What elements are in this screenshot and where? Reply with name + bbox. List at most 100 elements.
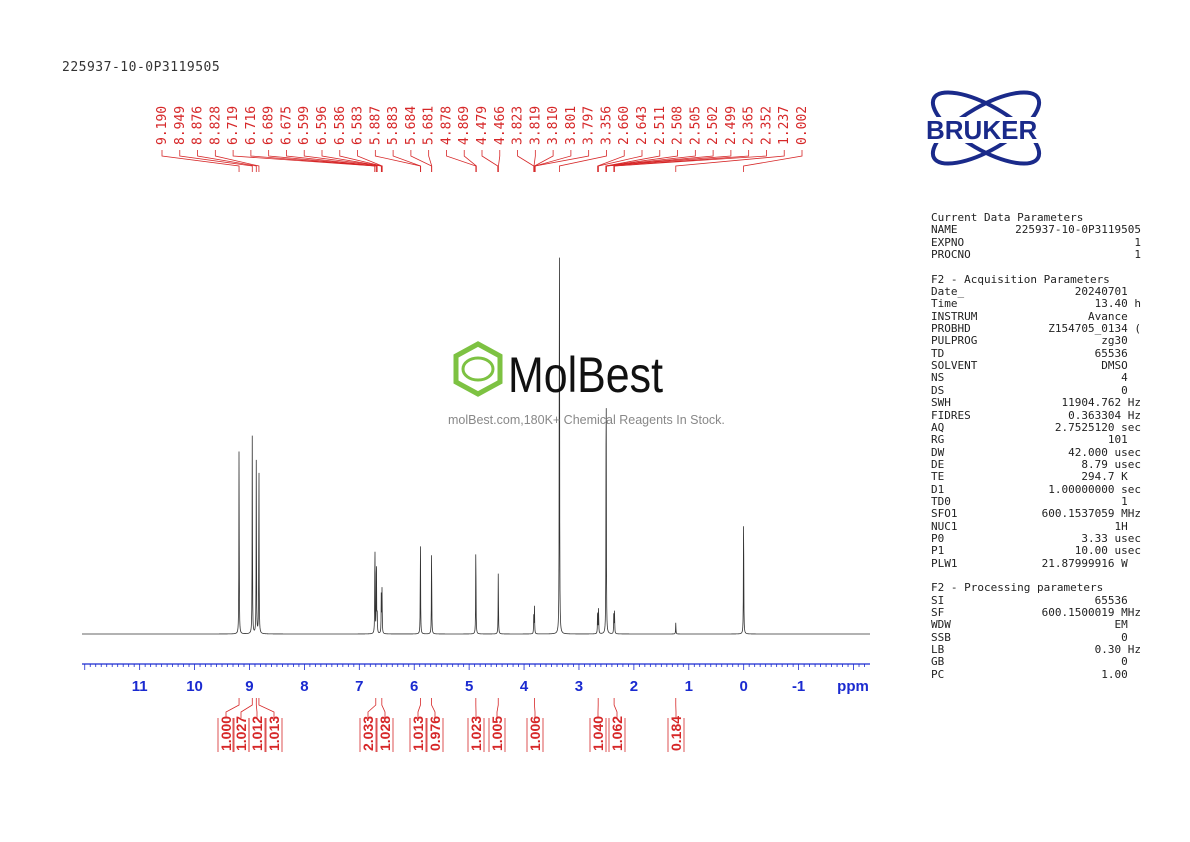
parameter-key: PROCNO bbox=[931, 248, 971, 262]
parameter-row: PLW1 21.87999916 W bbox=[931, 557, 1141, 570]
integral-value: 0.976 bbox=[427, 716, 443, 751]
peak-label-leader bbox=[321, 150, 382, 172]
peak-label-leader bbox=[534, 150, 590, 172]
peak-label: 5.684 bbox=[404, 106, 419, 145]
parameter-value: 1.00 bbox=[1101, 667, 1141, 681]
peak-label-leader bbox=[286, 150, 378, 172]
integral-value: 1.005 bbox=[489, 716, 505, 751]
peak-label: 6.719 bbox=[226, 106, 241, 145]
axis-tick-label: -1 bbox=[792, 678, 805, 695]
parameter-row: PROBHD Z154705_0134 ( bbox=[931, 322, 1141, 336]
peak-label: 5.883 bbox=[386, 106, 401, 145]
integral-value: 0.184 bbox=[668, 716, 684, 751]
parameter-key: P1 bbox=[931, 544, 945, 558]
peak-label-leader bbox=[533, 150, 536, 172]
parameter-row: TD0 1 bbox=[931, 494, 1141, 508]
parameter-key: LB bbox=[931, 643, 945, 657]
peak-label: 3.797 bbox=[582, 106, 597, 145]
parameter-value: 1 bbox=[1134, 235, 1141, 249]
axis-tick-label: 2 bbox=[630, 678, 638, 695]
parameter-key: Date_ bbox=[931, 285, 965, 299]
peak-label: 4.479 bbox=[475, 106, 490, 145]
peak-label-leader bbox=[179, 150, 253, 172]
integral-value: 1.013 bbox=[266, 716, 282, 751]
peak-label-leader bbox=[463, 150, 477, 172]
peak-label: 2.511 bbox=[653, 106, 668, 145]
peak-label: 2.502 bbox=[706, 106, 721, 145]
parameter-row: RG 101 bbox=[931, 433, 1141, 446]
peak-label-leader bbox=[534, 150, 554, 172]
parameter-value: 65536 bbox=[1094, 593, 1141, 607]
parameter-row: NS 4 bbox=[931, 371, 1141, 385]
parameter-row: FIDRES 0.363304 Hz bbox=[931, 408, 1141, 422]
parameter-value: 1 bbox=[1121, 494, 1141, 508]
parameter-key: SF bbox=[931, 606, 945, 619]
parameter-value: 13.40 h bbox=[1094, 297, 1141, 311]
integral-value: 1.006 bbox=[527, 716, 543, 751]
parameter-value: 11904.762 Hz bbox=[1061, 396, 1141, 410]
axis-tick-label: 7 bbox=[355, 678, 363, 695]
parameter-row: INSTRUM Avance bbox=[931, 309, 1141, 323]
peak-label-leader bbox=[517, 150, 535, 172]
peak-label-leader bbox=[614, 150, 767, 172]
acquisition-parameters: Current Data Parameters NAME 225937-10-0P3… bbox=[931, 211, 1141, 693]
parameter-key: PROBHD bbox=[931, 322, 971, 336]
peak-label: 8.949 bbox=[173, 106, 188, 145]
parameter-value: 225937-10-0P3119505 bbox=[1015, 223, 1141, 237]
parameter-key: DS bbox=[931, 383, 945, 397]
parameter-row: SWH 11904.762 Hz bbox=[931, 396, 1141, 410]
integral-bracket bbox=[431, 698, 436, 718]
peak-label: 4.869 bbox=[457, 106, 472, 145]
parameter-row: P0 3.33 usec bbox=[931, 531, 1141, 545]
molbest-logo: MolBest bbox=[453, 341, 663, 403]
integral-value: 1.040 bbox=[590, 716, 606, 751]
integral-bracket bbox=[496, 698, 499, 718]
parameter-key: INSTRUM bbox=[931, 309, 978, 323]
peak-label: 9.190 bbox=[155, 106, 170, 145]
peak-label-leader bbox=[428, 150, 433, 172]
peak-label-leader bbox=[392, 150, 422, 172]
parameter-value: 1H bbox=[1114, 519, 1141, 533]
peak-label-leader bbox=[481, 150, 499, 172]
peak-label-leader bbox=[675, 150, 785, 172]
parameter-value: 3.33 usec bbox=[1081, 531, 1141, 545]
parameter-value: 1 bbox=[1134, 248, 1141, 262]
parameter-key: NAME bbox=[931, 223, 958, 237]
parameter-value: zg30 bbox=[1101, 334, 1141, 348]
axis-tick-label: 6 bbox=[410, 678, 418, 695]
parameter-row: Time 13.40 h bbox=[931, 297, 1141, 311]
parameter-row: TE 294.7 K bbox=[931, 470, 1141, 484]
axis-tick-label: 11 bbox=[132, 678, 148, 695]
integral-value: 1.023 bbox=[468, 716, 484, 751]
parameter-value: 0.30 Hz bbox=[1094, 643, 1141, 657]
parameter-value: 2.7525120 sec bbox=[1054, 420, 1141, 434]
watermark-tagline: molBest.com,180K+ Chemical Reagents In S… bbox=[448, 413, 725, 427]
parameter-row: DS 0 bbox=[931, 383, 1141, 397]
parameter-row: DW 42.000 usec bbox=[931, 445, 1141, 459]
bruker-logo-text: BRUKER bbox=[926, 115, 1037, 145]
integral-value: 2.033 bbox=[360, 716, 376, 751]
parameter-key: EXPNO bbox=[931, 235, 965, 249]
integral-bracket bbox=[255, 698, 258, 718]
axis-tick-label: 3 bbox=[575, 678, 583, 695]
axis-tick-label: 5 bbox=[465, 678, 473, 695]
peak-label: 6.586 bbox=[333, 106, 348, 145]
parameter-value: 1.00000000 sec bbox=[1048, 482, 1141, 496]
parameter-value: 10.00 usec bbox=[1074, 544, 1141, 558]
parameter-value: 4 bbox=[1121, 371, 1141, 385]
peak-label-leader bbox=[597, 150, 625, 172]
parameter-key: FIDRES bbox=[931, 408, 971, 422]
axis-tick-label: 0 bbox=[740, 678, 748, 695]
integral-value: 1.013 bbox=[410, 716, 426, 751]
parameter-key: DW bbox=[931, 445, 945, 459]
parameter-key: SFO1 bbox=[931, 507, 958, 521]
axis-tick-label: 8 bbox=[300, 678, 308, 695]
parameter-group-title: Current Data Parameters bbox=[931, 211, 1084, 224]
parameter-row: SI 65536 bbox=[931, 593, 1141, 607]
peak-label-leader bbox=[214, 150, 260, 172]
molbest-brand: MolBest bbox=[508, 347, 663, 400]
parameter-key: TE bbox=[931, 470, 945, 484]
peak-label-leader bbox=[357, 150, 383, 172]
peak-label: 2.643 bbox=[635, 106, 650, 145]
parameter-key: SWH bbox=[931, 396, 951, 410]
